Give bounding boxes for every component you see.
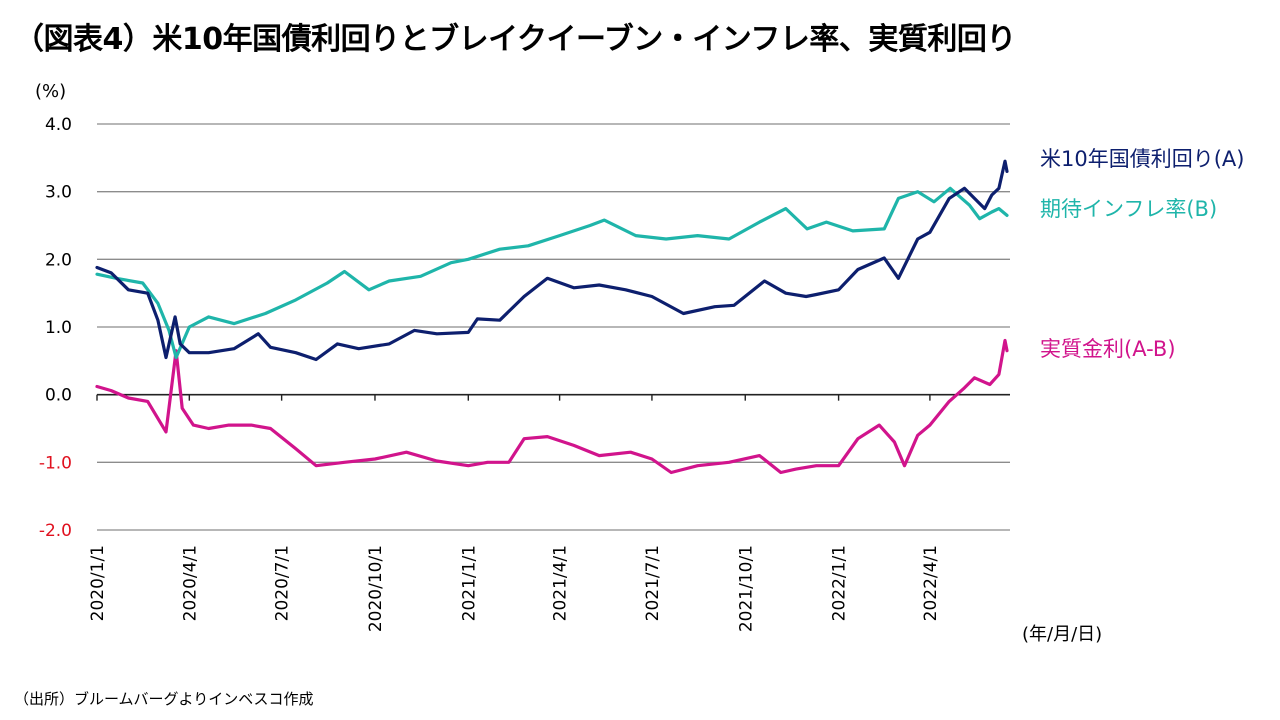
y-tick-label: 3.0: [45, 183, 72, 203]
x-tick-label: 2020/4/1: [180, 545, 200, 621]
x-tick-label: 2020/1/1: [88, 545, 108, 621]
x-tick-label: 2021/7/1: [643, 545, 663, 621]
chart-title: （図表4）米10年国債利回りとブレイクイーブン・インフレ率、実質利回り: [14, 22, 1016, 57]
y-axis-unit: (%): [35, 81, 66, 102]
series-label-real-rate: 実質金利(A-B): [1040, 337, 1176, 361]
x-tick-label: 2021/10/1: [736, 545, 756, 632]
x-tick-label: 2020/10/1: [366, 545, 386, 632]
y-tick-label: -1.0: [39, 453, 72, 473]
series-label-us10y: 米10年国債利回り(A): [1040, 147, 1244, 171]
y-tick-label: 2.0: [45, 250, 72, 270]
x-axis-unit: (年/月/日): [1022, 624, 1102, 645]
x-tick-label: 2022/4/1: [921, 545, 941, 621]
y-tick-label: 4.0: [45, 115, 72, 135]
source-note: （出所）ブルームバーグよりインベスコ作成: [14, 690, 314, 708]
y-tick-label: 0.0: [45, 386, 72, 406]
series-line-2: [95, 338, 1009, 475]
grid-lines: [97, 123, 1010, 531]
x-tick-label: 2022/1/1: [830, 545, 850, 621]
series-lines: [95, 159, 1009, 475]
series-line-1: [95, 186, 1009, 360]
y-axis-ticks: 4.0 3.0 2.0 1.0 0.0 -1.0 -2.0: [39, 115, 72, 541]
x-tick-label: 2020/7/1: [273, 545, 293, 621]
series-label-breakeven: 期待インフレ率(B): [1040, 197, 1217, 221]
x-axis-ticks: 2020/1/1 2020/4/1 2020/7/1 2020/10/1 2021/1/…: [88, 394, 941, 632]
series-line-0: [95, 159, 1009, 362]
y-tick-label: 1.0: [45, 318, 72, 338]
x-tick-label: 2021/4/1: [551, 545, 571, 621]
y-tick-label: -2.0: [39, 521, 72, 541]
x-tick-label: 2021/1/1: [459, 545, 479, 621]
